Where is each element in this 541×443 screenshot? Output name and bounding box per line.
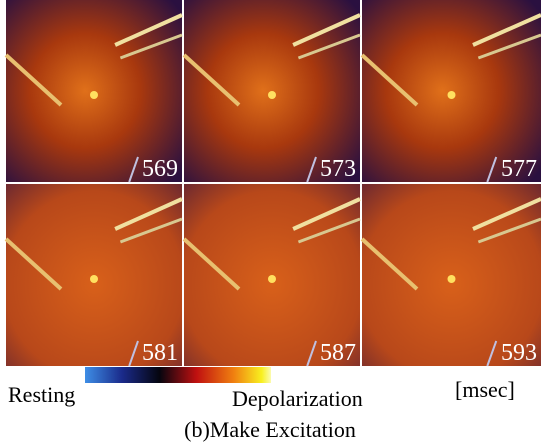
hotspot [448,91,456,99]
unit-label: [msec] [455,377,515,402]
figure: Resting Depolarization [msec] (b)Make Ex… [0,0,541,443]
hotspot [90,275,98,283]
time-label: 573 [320,156,356,182]
time-label: 569 [142,156,178,182]
image-panel: 593 [362,184,541,366]
colorbar-low-label: Resting [8,382,75,407]
caption: (b)Make Excitation [184,417,356,442]
time-label: 587 [320,340,356,366]
time-label: 593 [501,340,537,366]
image-panel: 573 [184,0,360,182]
hotspot [90,91,98,99]
image-panel: 577 [362,0,541,182]
hotspot [448,275,456,283]
image-panel: 587 [184,184,360,366]
time-label: 577 [501,156,537,182]
time-label: 581 [142,340,178,366]
colorbar [85,367,271,383]
image-panel: 569 [6,0,182,182]
image-panel: 581 [6,184,182,366]
hotspot [268,275,276,283]
colorbar-high-label: Depolarization [232,386,363,411]
hotspot [268,91,276,99]
